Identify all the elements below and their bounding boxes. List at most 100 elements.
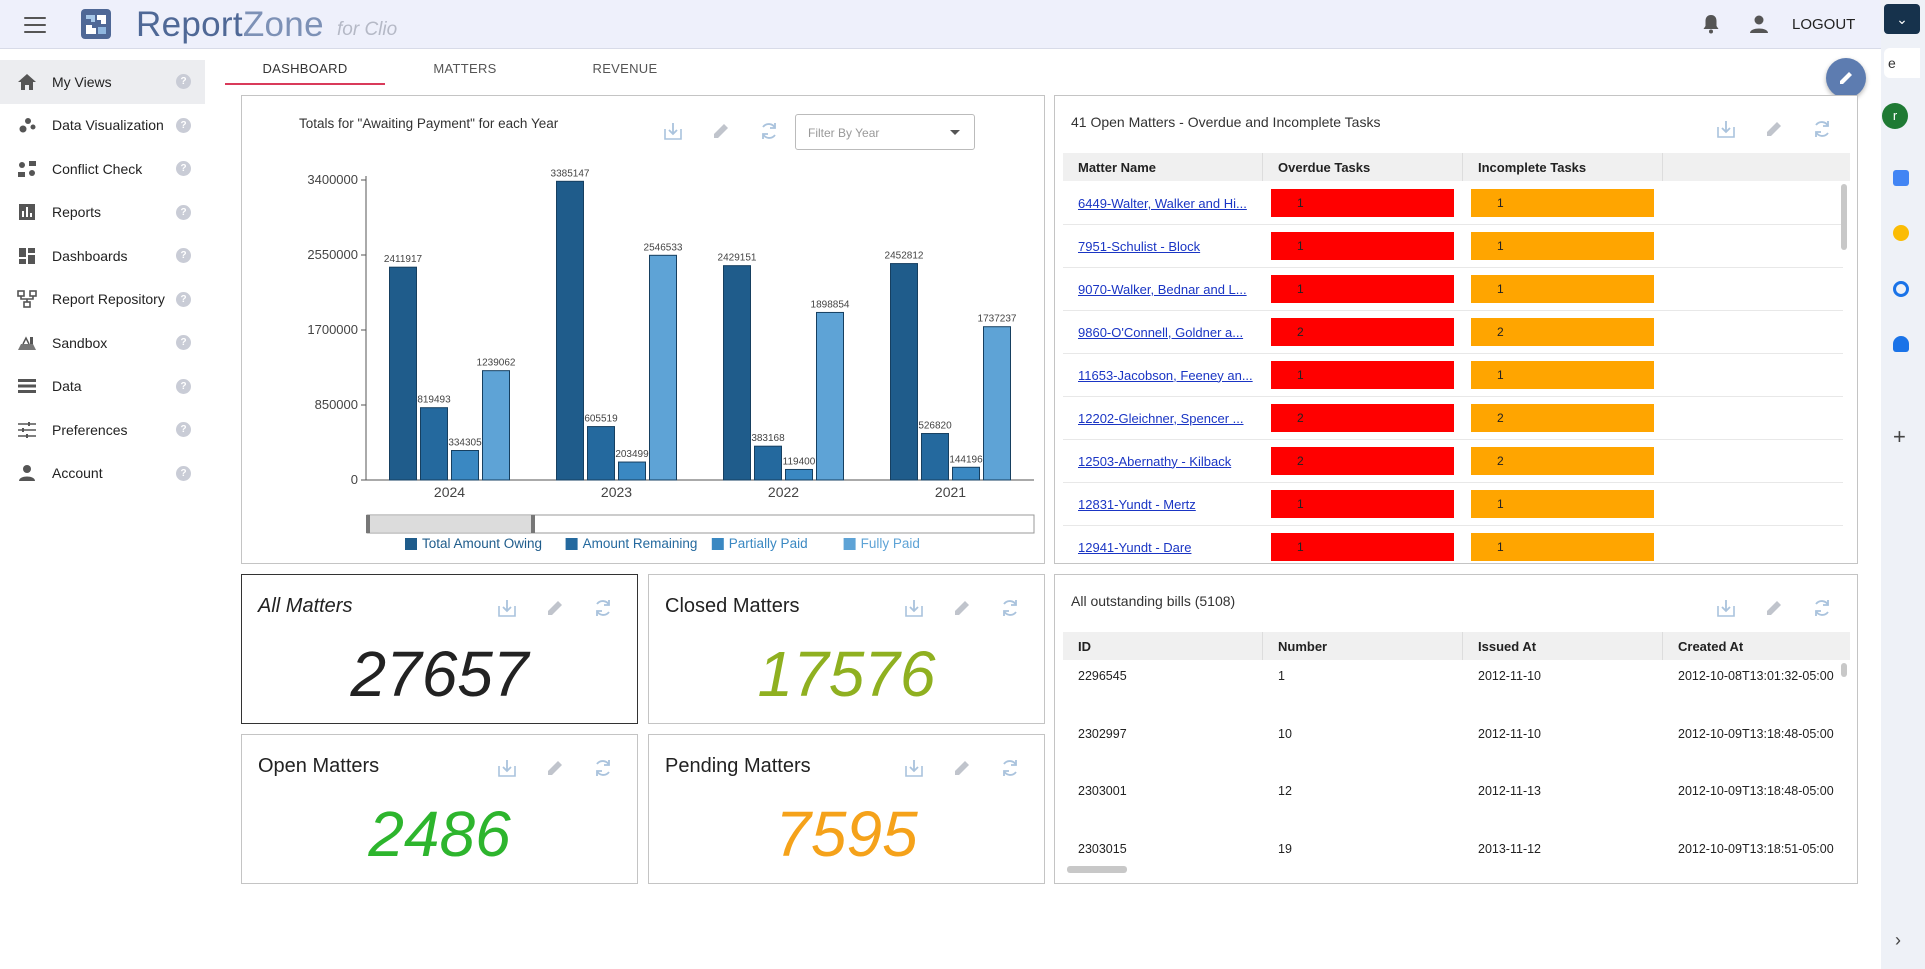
refresh-icon[interactable] bbox=[999, 757, 1021, 779]
vertical-scrollbar[interactable] bbox=[1841, 663, 1847, 677]
overdue-count: 1 bbox=[1271, 275, 1454, 303]
scatter-icon bbox=[16, 114, 38, 136]
table-row: 2303001 12 2012-11-13 2012-10-09T13:18:4… bbox=[1078, 784, 1834, 798]
matter-link[interactable]: 12503-Abernathy - Kilback bbox=[1078, 453, 1232, 469]
matter-link[interactable]: 11653-Jacobson, Feeney an... bbox=[1078, 367, 1253, 383]
home-icon bbox=[16, 71, 38, 93]
help-icon[interactable]: ? bbox=[176, 248, 191, 263]
sidebar-item-data-visualization[interactable]: Data Visualization ? bbox=[0, 104, 205, 148]
user-icon[interactable] bbox=[1749, 14, 1769, 34]
column-header[interactable]: Number bbox=[1263, 632, 1463, 660]
table-row: 12202-Gleichner, Spencer ... 2 2 bbox=[1063, 397, 1843, 440]
chart-toolbar bbox=[662, 120, 780, 142]
matter-link[interactable]: 12941-Yundt - Dare bbox=[1078, 539, 1192, 555]
download-icon[interactable] bbox=[496, 757, 518, 779]
help-icon[interactable]: ? bbox=[176, 204, 191, 220]
help-icon[interactable]: ? bbox=[176, 161, 191, 176]
edit-dashboard-button[interactable] bbox=[1826, 58, 1866, 98]
edit-icon[interactable] bbox=[544, 757, 566, 779]
help-icon[interactable]: ? bbox=[176, 422, 191, 437]
table-row: 12941-Yundt - Dare 1 1 bbox=[1063, 526, 1843, 563]
chevron-down-icon[interactable]: ⌄ bbox=[1884, 4, 1920, 34]
vertical-scrollbar[interactable] bbox=[1841, 184, 1847, 250]
edit-icon[interactable] bbox=[1763, 118, 1785, 140]
refresh-icon[interactable] bbox=[592, 757, 614, 779]
bar bbox=[618, 461, 646, 481]
column-header[interactable]: Issued At bbox=[1463, 632, 1663, 660]
download-icon[interactable] bbox=[662, 120, 684, 142]
keep-icon[interactable] bbox=[1893, 225, 1909, 241]
help-icon[interactable]: ? bbox=[176, 465, 191, 481]
download-icon[interactable] bbox=[903, 757, 925, 779]
download-icon[interactable] bbox=[903, 597, 925, 619]
top-bar: ReportZone for Clio LOGOUT bbox=[0, 0, 1881, 49]
refresh-icon[interactable] bbox=[1811, 597, 1833, 619]
chart-title: Totals for "Awaiting Payment" for each Y… bbox=[299, 116, 559, 131]
person-icon bbox=[16, 462, 38, 484]
matter-link[interactable]: 7951-Schulist - Block bbox=[1078, 238, 1201, 254]
help-icon[interactable]: ? bbox=[176, 117, 191, 133]
sidebar-item-account[interactable]: Account ? bbox=[0, 452, 205, 496]
column-header[interactable]: Matter Name bbox=[1063, 153, 1263, 181]
tab-dashboard[interactable]: DASHBOARD bbox=[225, 55, 385, 85]
overdue-tasks-title: 41 Open Matters - Overdue and Incomplete… bbox=[1071, 114, 1381, 130]
matter-link[interactable]: 9070-Walker, Bednar and L... bbox=[1078, 281, 1247, 297]
refresh-icon[interactable] bbox=[1811, 118, 1833, 140]
menu-icon[interactable] bbox=[24, 17, 46, 33]
download-icon[interactable] bbox=[1715, 118, 1737, 140]
refresh-icon[interactable] bbox=[592, 597, 614, 619]
help-icon[interactable]: ? bbox=[176, 291, 191, 307]
download-icon[interactable] bbox=[496, 597, 518, 619]
bar-value-label: 526820 bbox=[918, 421, 952, 432]
matter-link[interactable]: 6449-Walter, Walker and Hi... bbox=[1078, 195, 1247, 211]
sidebar-item-dashboards[interactable]: Dashboards ? bbox=[0, 234, 205, 278]
matter-link[interactable]: 9860-O'Connell, Goldner a... bbox=[1078, 324, 1244, 340]
download-icon[interactable] bbox=[1715, 597, 1737, 619]
sidebar-item-report-repository[interactable]: Report Repository ? bbox=[0, 278, 205, 322]
column-header[interactable]: ID bbox=[1063, 632, 1263, 660]
edit-icon[interactable] bbox=[1763, 597, 1785, 619]
sidebar-item-my-views[interactable]: My Views ? bbox=[0, 60, 205, 104]
sidebar-item-conflict-check[interactable]: Conflict Check ? bbox=[0, 147, 205, 191]
refresh-icon[interactable] bbox=[758, 120, 780, 142]
chevron-down-icon bbox=[950, 130, 960, 135]
help-icon[interactable]: ? bbox=[176, 335, 191, 350]
tasks-icon[interactable] bbox=[1893, 281, 1909, 297]
bar-value-label: 144196 bbox=[949, 454, 983, 465]
bar-value-label: 1898854 bbox=[811, 299, 850, 310]
tab-matters[interactable]: MATTERS bbox=[433, 61, 497, 76]
range-slider-handle-left[interactable] bbox=[366, 515, 370, 533]
tab-revenue[interactable]: REVENUE bbox=[592, 61, 658, 76]
range-slider-handle-right[interactable] bbox=[531, 515, 535, 533]
profile-avatar[interactable]: r bbox=[1882, 103, 1908, 129]
contacts-icon[interactable] bbox=[1893, 336, 1909, 352]
help-icon[interactable]: ? bbox=[176, 378, 191, 394]
column-header[interactable]: Overdue Tasks bbox=[1263, 153, 1463, 181]
matter-link[interactable]: 12202-Gleichner, Spencer ... bbox=[1078, 410, 1244, 426]
edit-icon[interactable] bbox=[710, 120, 732, 142]
sidebar-item-reports[interactable]: Reports ? bbox=[0, 191, 205, 235]
column-header[interactable]: Created At bbox=[1678, 639, 1744, 654]
dashboard-icon bbox=[16, 245, 38, 267]
add-icon[interactable]: + bbox=[1893, 424, 1906, 449]
expand-arrow-icon[interactable]: › bbox=[1895, 930, 1901, 950]
sidebar-item-data[interactable]: Data ? bbox=[0, 365, 205, 409]
logout-button[interactable]: LOGOUT bbox=[1792, 16, 1856, 33]
filter-by-year-select[interactable]: Filter By Year bbox=[795, 114, 975, 150]
browser-tab[interactable]: e bbox=[1884, 48, 1920, 78]
horizontal-scrollbar[interactable] bbox=[1067, 866, 1127, 873]
edit-icon[interactable] bbox=[544, 597, 566, 619]
edit-icon[interactable] bbox=[951, 757, 973, 779]
table-row: 7951-Schulist - Block 1 1 bbox=[1063, 225, 1843, 268]
edit-icon[interactable] bbox=[951, 597, 973, 619]
help-icon[interactable]: ? bbox=[176, 74, 191, 89]
calendar-icon[interactable] bbox=[1893, 170, 1909, 186]
refresh-icon[interactable] bbox=[999, 597, 1021, 619]
x-tick-label: 2023 bbox=[601, 484, 632, 500]
matter-link[interactable]: 12831-Yundt - Mertz bbox=[1078, 496, 1196, 512]
bell-icon[interactable] bbox=[1702, 14, 1720, 34]
sidebar-item-preferences[interactable]: Preferences ? bbox=[0, 408, 205, 452]
sidebar-item-sandbox[interactable]: Sandbox ? bbox=[0, 321, 205, 365]
column-header[interactable]: Incomplete Tasks bbox=[1463, 153, 1663, 181]
y-tick-label: 850000 bbox=[315, 397, 358, 412]
